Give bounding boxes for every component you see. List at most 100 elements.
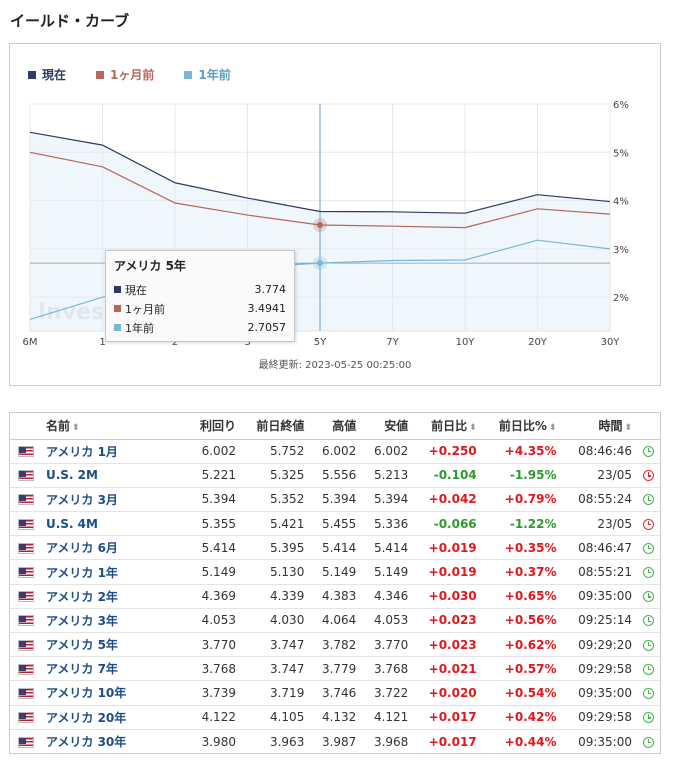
header-time[interactable]: 時間 ⬍ xyxy=(564,413,640,440)
table-row[interactable]: アメリカ 3月 5.394 5.352 5.394 5.394 +0.042 +0.79% 0… xyxy=(10,487,660,513)
table-row[interactable]: アメリカ 5年 3.770 3.747 3.782 3.770 +0.023 +0.62% 0… xyxy=(10,632,660,658)
tooltip-row-1year: 1年前 2.7057 xyxy=(114,318,286,337)
name-cell: アメリカ 3月 xyxy=(40,487,190,513)
clock-icon xyxy=(643,712,654,724)
status-cell xyxy=(640,705,660,730)
low-cell: 3.770 xyxy=(364,632,417,658)
high-cell: 6.002 xyxy=(312,439,365,464)
us-flag-icon xyxy=(18,494,34,506)
table-row[interactable]: アメリカ 10年 3.739 3.719 3.746 3.722 +0.020 +0.54%… xyxy=(10,680,660,706)
yield-cell: 5.414 xyxy=(190,535,244,561)
instrument-link[interactable]: アメリカ 6月 xyxy=(46,541,118,556)
instrument-link[interactable]: アメリカ 7年 xyxy=(46,662,118,677)
high-cell: 5.394 xyxy=(312,487,365,513)
table-row[interactable]: アメリカ 1年 5.149 5.130 5.149 5.149 +0.019 +0.37% 0… xyxy=(10,559,660,585)
yield-cell: 5.221 xyxy=(190,463,244,488)
clock-icon xyxy=(643,615,654,627)
us-flag-icon xyxy=(18,639,34,651)
legend-item-1year[interactable]: 1年前 xyxy=(184,66,231,83)
instrument-link[interactable]: アメリカ 3月 xyxy=(46,492,118,507)
flag-cell xyxy=(10,656,40,682)
change-cell: +0.021 xyxy=(416,656,485,682)
status-cell xyxy=(640,535,660,561)
table-row[interactable]: アメリカ 2年 4.369 4.339 4.383 4.346 +0.030 +0.65% 0… xyxy=(10,584,660,609)
flag-cell xyxy=(10,705,40,730)
instrument-link[interactable]: アメリカ 10年 xyxy=(46,686,127,701)
prev-close-cell: 5.325 xyxy=(243,463,313,488)
table-row[interactable]: アメリカ 7年 3.768 3.747 3.779 3.768 +0.021 +0.57% 0… xyxy=(10,656,660,682)
change-pct-cell: +0.42% xyxy=(484,705,565,730)
instrument-link[interactable]: U.S. 2M xyxy=(46,468,98,483)
legend-item-1month[interactable]: 1ヶ月前 xyxy=(96,66,154,83)
table-row[interactable]: アメリカ 20年 4.122 4.105 4.132 4.121 +0.017 +0.42%… xyxy=(10,705,660,730)
instrument-link[interactable]: アメリカ 3年 xyxy=(46,613,118,628)
table-row[interactable]: U.S. 4M 5.355 5.421 5.455 5.336 -0.066 -1.22% 2… xyxy=(10,511,660,537)
high-cell: 3.746 xyxy=(312,680,365,706)
flag-cell xyxy=(10,535,40,561)
name-cell: U.S. 2M xyxy=(40,463,190,488)
tooltip-series-value: 3.4941 xyxy=(247,302,287,315)
name-cell: アメリカ 3年 xyxy=(40,608,190,634)
table-row[interactable]: アメリカ 6月 5.414 5.395 5.414 5.414 +0.019 +0.35% 0… xyxy=(10,535,660,561)
header-status xyxy=(640,413,660,440)
status-cell xyxy=(640,439,660,464)
x-tick-label: 6M xyxy=(23,337,38,348)
change-pct-cell: +0.57% xyxy=(484,656,565,682)
header-change-pct[interactable]: 前日比% ⬍ xyxy=(484,413,565,440)
legend-item-current[interactable]: 現在 xyxy=(28,66,66,83)
header-prev-close[interactable]: 前日終値 xyxy=(243,413,313,440)
yield-cell: 3.980 xyxy=(201,734,236,749)
table-row[interactable]: アメリカ 30年 3.980 3.963 3.987 3.968 +0.017 +0.44%… xyxy=(10,729,660,753)
flag-cell xyxy=(10,511,40,537)
instrument-link[interactable]: アメリカ 1月 xyxy=(46,444,118,459)
header-high[interactable]: 高値 xyxy=(312,413,365,440)
clock-icon xyxy=(643,639,654,651)
low-cell: 5.336 xyxy=(364,511,417,537)
yield-cell: 6.002 xyxy=(190,439,244,464)
time-cell: 09:35:00 xyxy=(564,680,640,706)
table-row[interactable]: アメリカ 1月 6.002 5.752 6.002 6.002 +0.250 +4.35% 0… xyxy=(10,439,660,464)
header-name[interactable]: 名前 ⬍ xyxy=(40,413,190,440)
instrument-link[interactable]: アメリカ 30年 xyxy=(46,735,127,750)
change-pct-cell: +0.56% xyxy=(484,608,565,634)
instrument-link[interactable]: U.S. 4M xyxy=(46,516,98,531)
name-cell: U.S. 4M xyxy=(40,511,190,537)
instrument-link[interactable]: アメリカ 5年 xyxy=(46,638,118,653)
change-cell: -0.104 xyxy=(416,463,485,488)
us-flag-icon xyxy=(18,615,34,627)
table-row[interactable]: U.S. 2M 5.221 5.325 5.556 5.213 -0.104 -1.95% 2… xyxy=(10,463,660,488)
prev-close-cell: 5.395 xyxy=(243,535,313,561)
change-cell: +0.042 xyxy=(416,487,485,513)
header-yield[interactable]: 利回り xyxy=(190,413,244,440)
us-flag-icon xyxy=(18,736,34,748)
change-cell: +0.023 xyxy=(416,608,485,634)
flag-cell xyxy=(10,680,40,706)
clock-icon xyxy=(643,518,654,530)
us-flag-icon xyxy=(18,470,34,482)
header-low[interactable]: 安値 xyxy=(364,413,417,440)
us-flag-icon xyxy=(18,518,34,530)
table-header-row: 名前 ⬍ 利回り 前日終値 高値 安値 前日比 ⬍ 前日比% ⬍ 時間 ⬍ xyxy=(10,413,660,440)
yield-cell: 3.770 xyxy=(190,632,244,658)
low-cell: 3.768 xyxy=(364,656,417,682)
header-change[interactable]: 前日比 ⬍ xyxy=(416,413,485,440)
yield-cell: 5.149 xyxy=(190,559,244,585)
time-cell: 09:29:58 xyxy=(564,656,640,682)
instrument-link[interactable]: アメリカ 2年 xyxy=(46,589,118,604)
clock-icon xyxy=(643,736,654,748)
high-cell: 5.556 xyxy=(312,463,365,488)
legend-swatch xyxy=(184,70,193,79)
change-cell: +0.019 xyxy=(416,535,485,561)
yield-cell: 3.739 xyxy=(190,680,244,706)
low-cell: 5.213 xyxy=(364,463,417,488)
low-cell: 4.053 xyxy=(364,608,417,634)
instrument-link[interactable]: アメリカ 20年 xyxy=(46,710,127,725)
high-cell: 4.064 xyxy=(312,608,365,634)
yield-cell: 5.355 xyxy=(190,511,244,537)
name-cell: アメリカ 6月 xyxy=(40,535,190,561)
change-cell: +0.023 xyxy=(416,632,485,658)
table-row[interactable]: アメリカ 3年 4.053 4.030 4.064 4.053 +0.023 +0.56% 0… xyxy=(10,608,660,634)
instrument-link[interactable]: アメリカ 1年 xyxy=(46,565,118,580)
high-cell: 3.987 xyxy=(321,734,357,749)
sort-icon: ⬍ xyxy=(469,423,477,434)
